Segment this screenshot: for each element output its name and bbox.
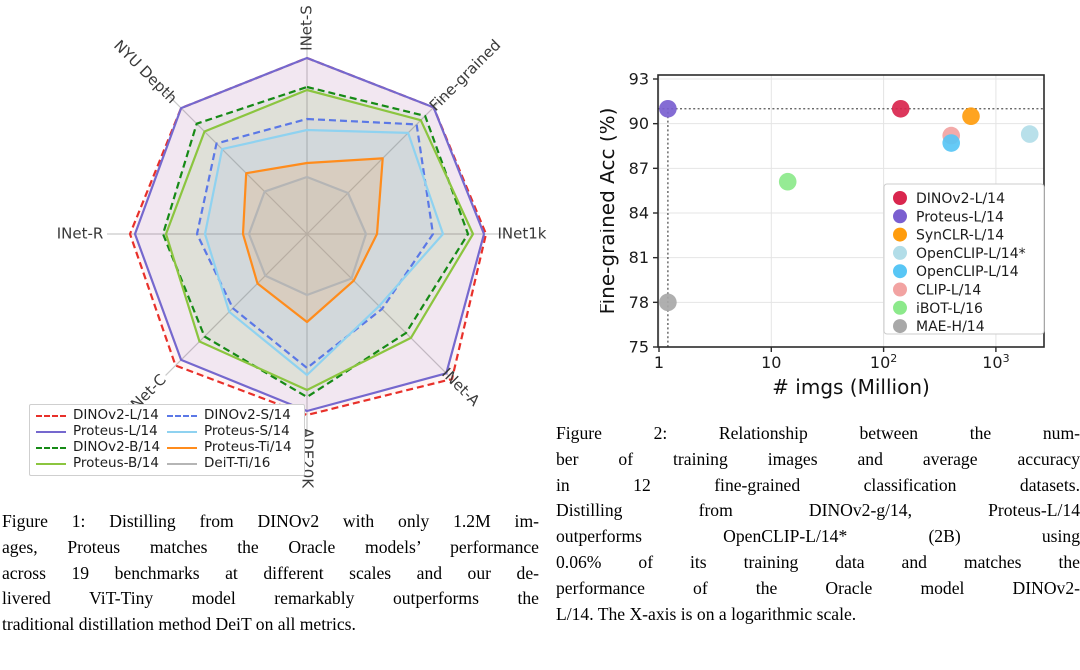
radar-legend-item: Proteus-B/14 [36, 456, 167, 472]
scatter-legend-box [883, 183, 1045, 335]
point-OpenCLIP-L/14 [942, 134, 961, 152]
legend-label: MAE-H/14 [916, 319, 985, 335]
radar-series-Proteus-Ti/14 [241, 157, 384, 324]
point-MAE-H/14 [659, 293, 677, 312]
radar-legend-item: DINOv2-L/14 [36, 408, 167, 424]
xtick-label: 103 [982, 352, 1009, 372]
legend-label: DINOv2-L/14 [916, 191, 1005, 207]
ytick-label: 90 [629, 114, 649, 133]
legend-marker [893, 282, 907, 297]
radar-legend-item: DINOv2-B/14 [36, 440, 167, 456]
point-iBOT-L/16 [778, 172, 797, 191]
legend-label: Proteus-B/14 [73, 455, 159, 472]
figure2-caption-line: performance of the Oracle model DINOv2- [556, 577, 1080, 598]
legend-label: OpenCLIP-L/14* [916, 246, 1026, 262]
figure2-caption: Figure 2: Relationship between the num-b… [556, 421, 1080, 627]
legend-label: DINOv2-B/14 [73, 439, 161, 456]
legend-marker [893, 264, 907, 279]
radar-chart: INet-SFine-grainedINet1kINet-AADE20KINet… [57, 5, 547, 489]
legend-line-swatch [167, 431, 197, 433]
legend-marker [893, 300, 907, 315]
ytick-label: 78 [629, 293, 649, 312]
radar-legend: DINOv2-L/14 Proteus-L/14 DINOv2-B/14 Proteu… [29, 404, 305, 476]
legend-label: SynCLR-L/14 [916, 228, 1004, 244]
radar-axis-label: INet-R [57, 225, 104, 243]
legend-label: DINOv2-S/14 [204, 407, 291, 424]
radar-axis-label: Fine-grained [426, 36, 505, 115]
radar-series-Proteus-L/14 [133, 56, 486, 413]
legend-label: DeiT-Ti/16 [204, 455, 271, 472]
radar-axis-label: INet1k [498, 225, 547, 243]
ytick-label: 75 [629, 338, 649, 357]
xtick-label: 102 [870, 352, 897, 372]
legend-label: Proteus-L/14 [916, 209, 1004, 225]
figure2-caption-line: in 12 fine-grained classification datase… [556, 474, 1080, 495]
radar-series-Proteus-B/14 [164, 88, 475, 392]
radar-legend-item: DeiT-Ti/16 [167, 456, 298, 472]
ytick-label: 87 [629, 159, 649, 178]
legend-line-swatch [36, 463, 66, 465]
legend-marker [893, 227, 907, 242]
legend-line-swatch [36, 447, 66, 449]
legend-label: CLIP-L/14 [916, 283, 981, 299]
radar-spoke [165, 92, 308, 235]
point-DINOv2-L/14 [891, 99, 910, 118]
xtick-label: 1 [654, 353, 664, 372]
legend-marker [893, 245, 907, 260]
radar-legend-item: Proteus-L/14 [36, 424, 167, 440]
legend-line-swatch [167, 415, 197, 417]
ytick-label: 84 [629, 204, 649, 223]
legend-line-swatch [36, 431, 66, 433]
y-axis-title: Fine-grained Acc (%) [600, 108, 619, 315]
figure1-caption-line: Figure 1: Distilling from DINOv2 with on… [2, 511, 539, 531]
figure1-caption-line: livered ViT-Tiny model remarkably outper… [2, 588, 539, 609]
radar-spoke [306, 233, 449, 376]
legend-line-swatch [167, 447, 197, 449]
ytick-label: 93 [629, 70, 649, 89]
radar-spoke [165, 233, 308, 376]
legend-line-swatch [36, 415, 66, 417]
radar-legend-item: Proteus-Ti/14 [167, 440, 298, 456]
figure1-caption-line: across 19 benchmarks at different scales… [2, 562, 539, 583]
figure2-caption-line: L/14. The X-axis is on a logarithmic sca… [556, 603, 857, 624]
x-axis-title: # imgs (Million) [772, 375, 930, 399]
radar-series-Proteus-S/14 [203, 128, 445, 377]
figure2-caption-line: Distilling from DINOv2-g/14, Proteus-L/1… [556, 500, 1080, 521]
radar-axis-label: INet-A [438, 364, 484, 410]
legend-marker [893, 319, 907, 334]
legend-marker [893, 209, 907, 224]
point-OpenCLIP-L/14* [1020, 125, 1039, 143]
legend-label: iBOT-L/16 [916, 301, 983, 317]
legend-label: Proteus-S/14 [204, 423, 290, 440]
legend-marker [893, 191, 907, 205]
legend-label: Proteus-Ti/14 [204, 439, 292, 456]
xtick-label: 10 [761, 353, 781, 372]
radar-axis-label: INet-S [298, 5, 316, 51]
legend-label: Proteus-L/14 [73, 423, 158, 440]
point-SynCLR-L/14 [962, 107, 980, 126]
radar-series-DeiT-Ti/16 [247, 175, 368, 297]
figure2-caption-line: ber of training images and average accur… [556, 448, 1080, 469]
figure2-caption-line: 0.06% of its training data and matches t… [556, 551, 1080, 572]
scatter-chart: 75 78 81 84 87 90 93 1 10 102 103 # imgs (Million) F… [600, 70, 1045, 399]
radar-axis-label: NYU Depth [110, 36, 181, 107]
point-Proteus-L/14 [659, 99, 677, 118]
figure1-caption: Figure 1: Distilling from DINOv2 with on… [2, 509, 539, 638]
figure1-caption-line: traditional distillation method DeiT on … [2, 614, 356, 635]
legend-label: OpenCLIP-L/14 [916, 264, 1019, 280]
radar-legend-item: DINOv2-S/14 [167, 408, 298, 424]
legend-line-swatch [167, 463, 197, 465]
figure1-caption-line: ages, Proteus matches the Oracle models’… [2, 536, 539, 557]
radar-legend-item: Proteus-S/14 [167, 424, 298, 440]
figure2-caption-line: Figure 2: Relationship between the num- [556, 423, 1080, 443]
ytick-label: 81 [629, 248, 649, 267]
legend-label: DINOv2-L/14 [73, 407, 159, 424]
radar-series-DINOv2-S/14 [195, 117, 435, 370]
figure2-caption-line: outperforms OpenCLIP-L/14* (2B) using [556, 526, 1080, 547]
